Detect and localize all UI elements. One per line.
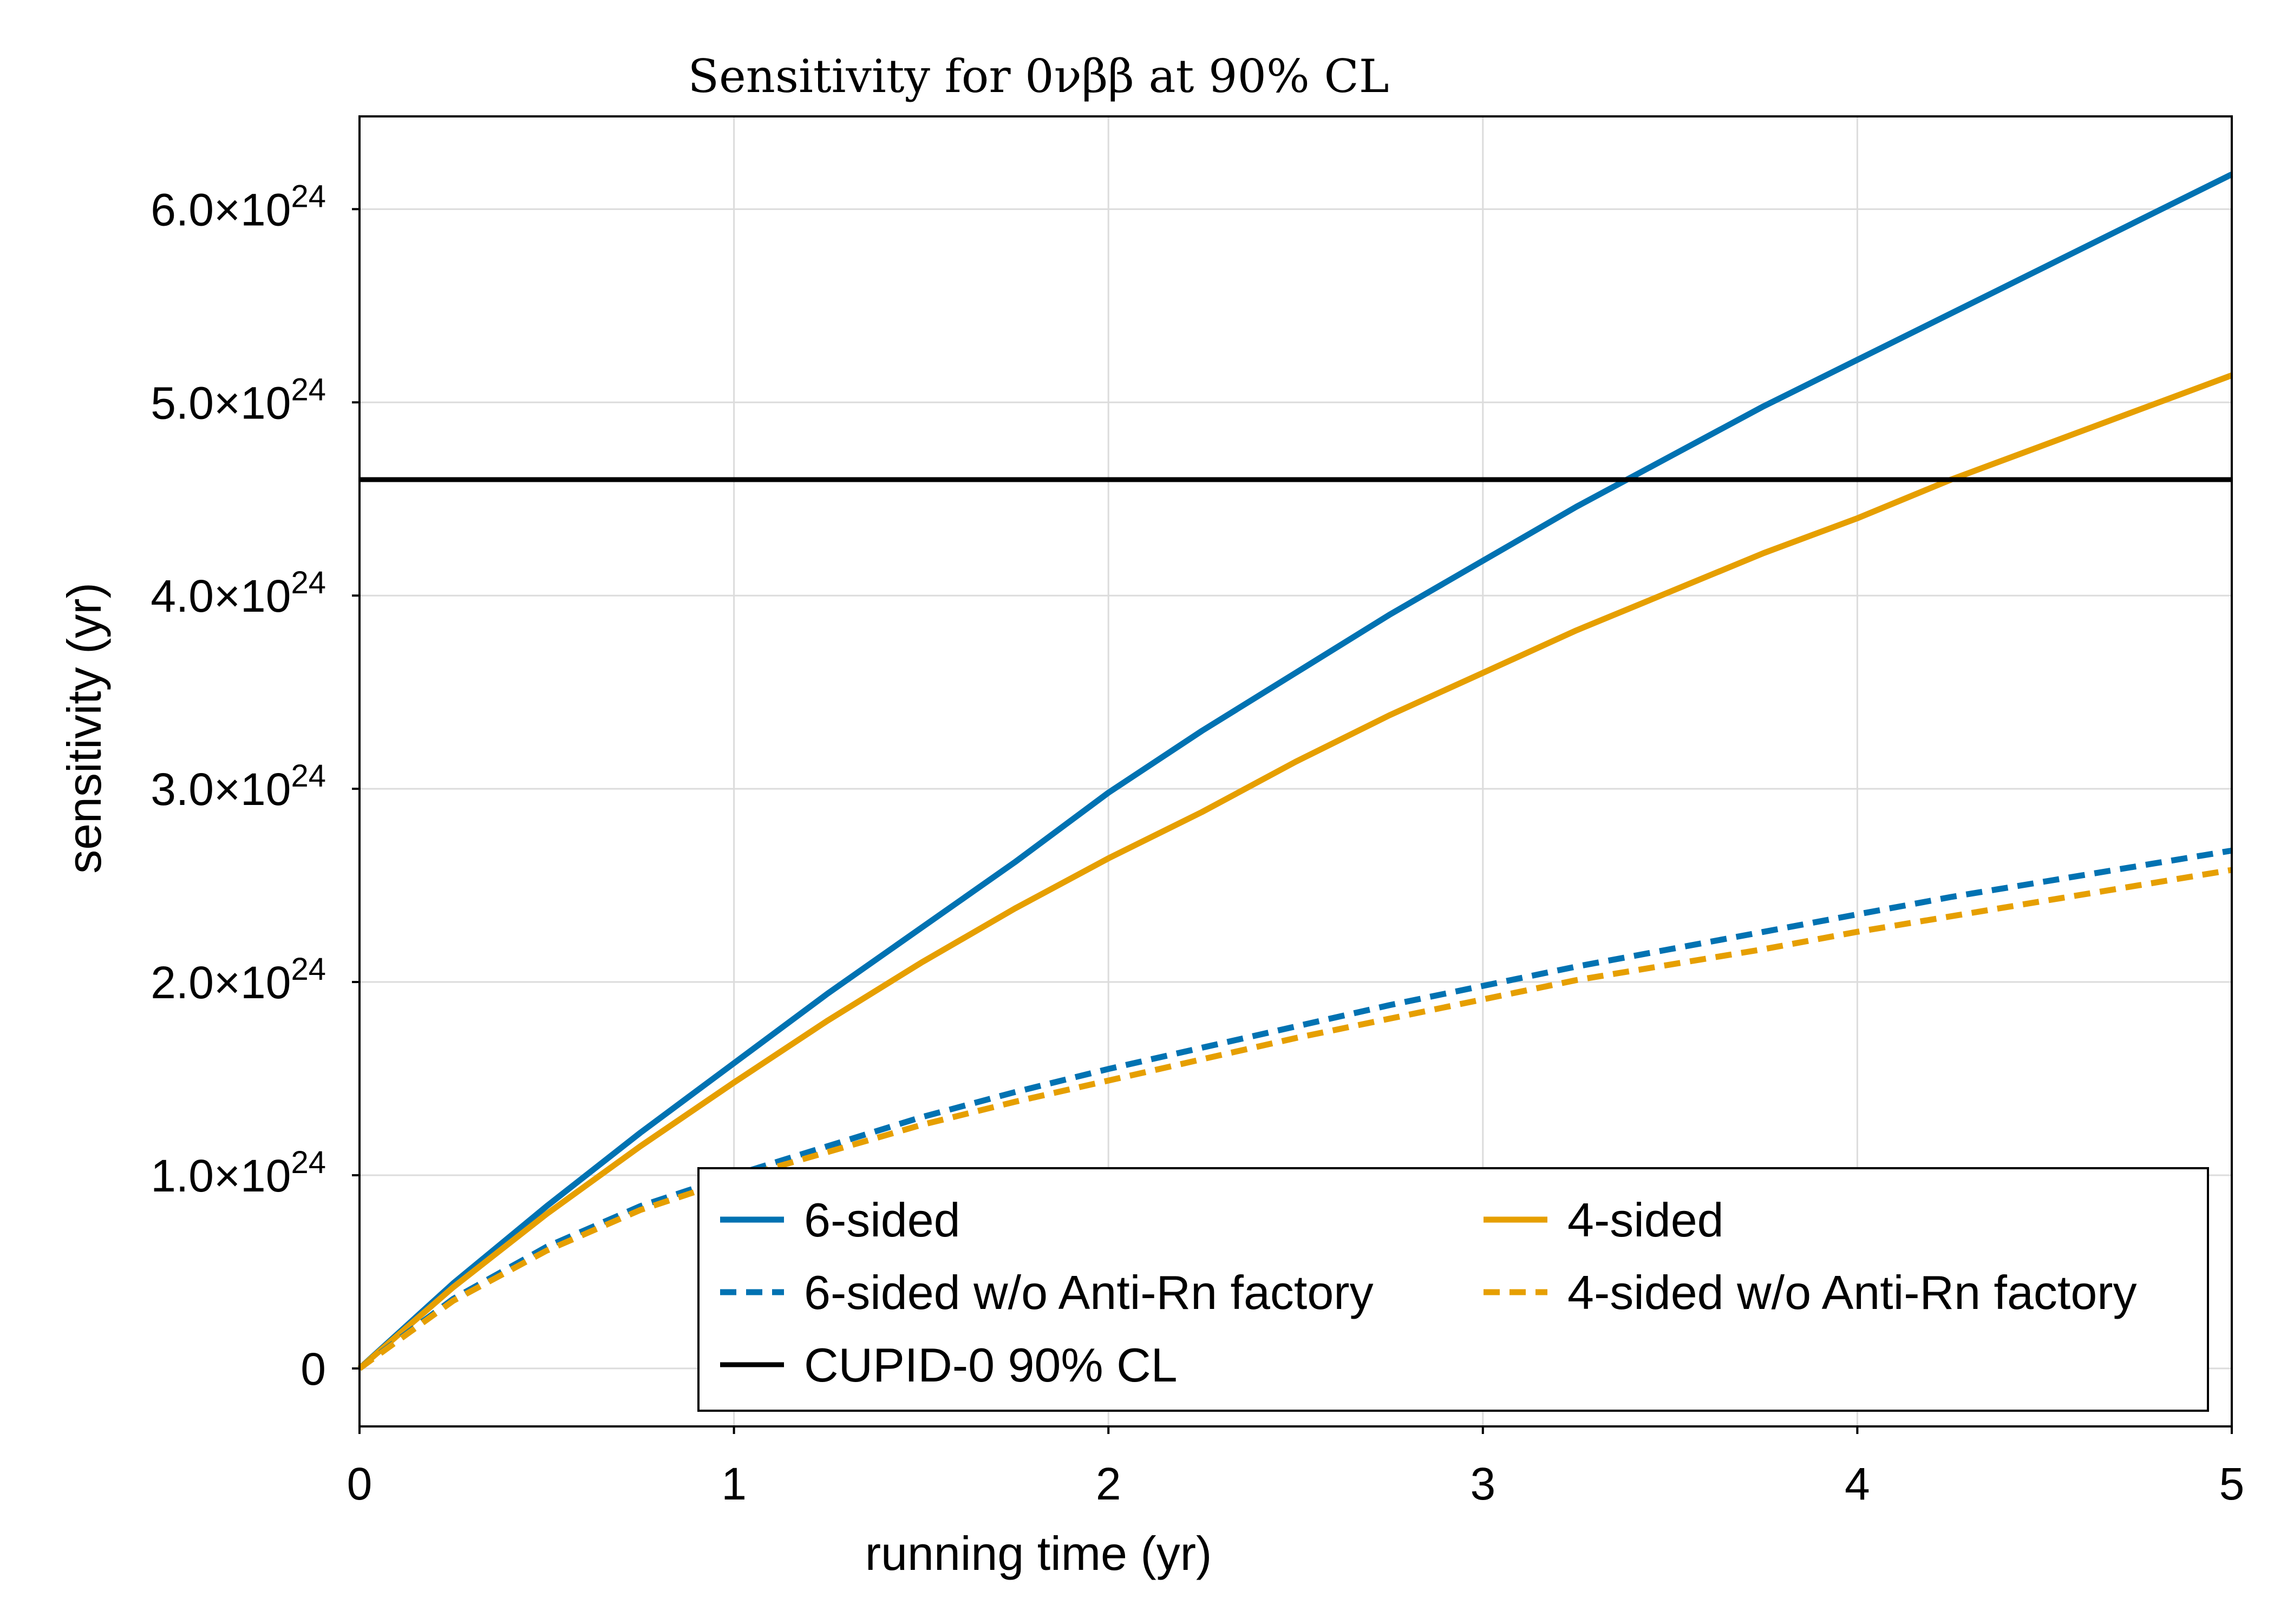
y-tick-label: 2.0×1024 bbox=[151, 952, 326, 1008]
y-tick-label-base: 5.0×10 bbox=[151, 377, 291, 428]
x-axis-ticks: 0 1 2 3 4 5 bbox=[347, 1426, 2245, 1509]
y-tick-label-base: 1.0×10 bbox=[151, 1150, 291, 1201]
legend-label: 4-sided bbox=[1567, 1193, 1724, 1247]
y-tick-label-base: 4.0×10 bbox=[151, 571, 291, 621]
chart-title: Sensitivity for 0νββ at 90% CL bbox=[688, 50, 1389, 103]
y-tick-label: 6.0×1024 bbox=[151, 179, 326, 235]
y-tick-label-base: 6.0×10 bbox=[151, 184, 291, 235]
x-tick-label: 2 bbox=[1096, 1458, 1121, 1509]
legend-label: 4-sided w/o Anti-Rn factory bbox=[1567, 1266, 2137, 1319]
series-line-3 bbox=[357, 867, 2232, 1371]
legend-label: 6-sided w/o Anti-Rn factory bbox=[804, 1266, 1374, 1319]
x-tick-label: 4 bbox=[1845, 1458, 1870, 1509]
y-tick-label-exponent: 24 bbox=[291, 179, 326, 214]
y-tick-label-exponent: 24 bbox=[291, 952, 326, 987]
series-line-0 bbox=[357, 172, 2233, 1371]
y-axis-label: sensitivity (yr) bbox=[57, 582, 111, 874]
x-tick-label: 5 bbox=[2219, 1458, 2245, 1509]
y-tick-label-base: 2.0×10 bbox=[151, 957, 291, 1008]
y-tick-label: 4.0×1024 bbox=[151, 565, 326, 621]
y-tick-label-base: 3.0×10 bbox=[151, 764, 291, 815]
x-tick-label: 1 bbox=[721, 1458, 747, 1509]
series-line-2 bbox=[357, 847, 2232, 1371]
legend-label: 6-sided bbox=[804, 1193, 960, 1247]
plot-frame bbox=[358, 115, 2233, 1427]
x-tick-label: 0 bbox=[347, 1458, 373, 1509]
series-layer bbox=[357, 172, 2233, 1371]
y-tick-label-exponent: 24 bbox=[291, 758, 326, 794]
legend-label: CUPID-0 90% CL bbox=[804, 1338, 1178, 1392]
plot-area bbox=[357, 115, 2233, 1427]
y-tick-label: 3.0×1024 bbox=[151, 758, 326, 815]
series-line-1 bbox=[357, 372, 2233, 1371]
grid bbox=[358, 116, 2233, 1426]
y-tick-label-exponent: 24 bbox=[291, 1145, 326, 1180]
y-tick-label-exponent: 24 bbox=[291, 565, 326, 600]
y-tick-label-base: 0 bbox=[300, 1344, 326, 1394]
y-tick-label-exponent: 24 bbox=[291, 372, 326, 407]
y-tick-label: 0 bbox=[300, 1344, 326, 1394]
y-tick-label: 5.0×1024 bbox=[151, 372, 326, 428]
y-axis-ticks: 01.0×10242.0×10243.0×10244.0×10245.0×102… bbox=[151, 179, 360, 1394]
legend-box bbox=[697, 1167, 2209, 1412]
x-tick-label: 3 bbox=[1470, 1458, 1495, 1509]
legend: 6-sided 4-sided 6-sided w/o Anti-Rn factor… bbox=[697, 1167, 2209, 1412]
x-axis-label: running time (yr) bbox=[865, 1527, 1212, 1580]
y-tick-label: 1.0×1024 bbox=[151, 1145, 326, 1201]
